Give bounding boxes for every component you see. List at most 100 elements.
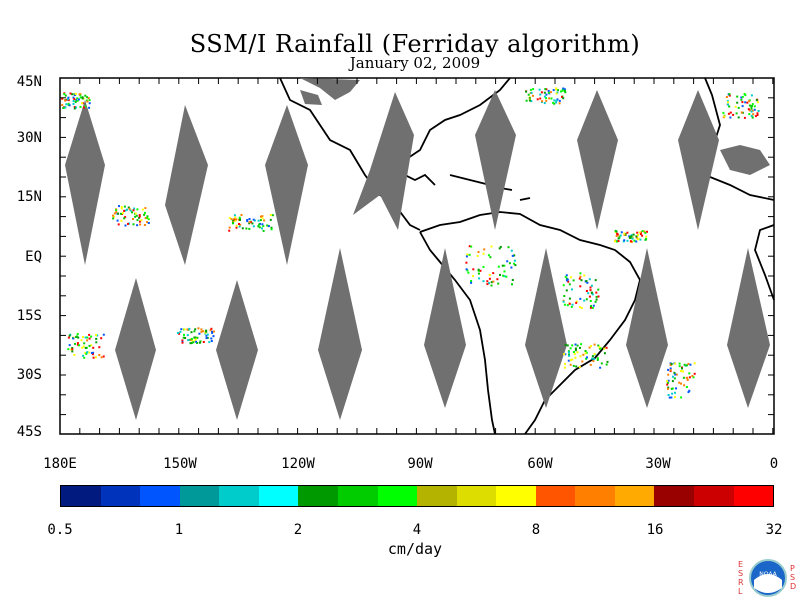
rain-pixel [472, 268, 475, 271]
rain-pixel [558, 102, 561, 105]
rain-pixel [570, 288, 573, 291]
rain-pixel [737, 116, 740, 119]
rain-pixel [671, 380, 674, 383]
rain-pixel [248, 222, 251, 225]
rain-pixel [257, 225, 260, 228]
rain-pixel [635, 240, 638, 243]
rain-pixel [179, 330, 182, 333]
rain-pixel [552, 89, 555, 92]
rain-pixel [555, 92, 558, 95]
rain-pixel [78, 344, 81, 347]
rain-pixel [685, 376, 688, 379]
rain-pixel [539, 93, 542, 96]
colorbar-swatch [535, 486, 576, 506]
rain-pixel [568, 302, 571, 305]
rain-pixel [193, 330, 196, 333]
rain-pixel [238, 217, 241, 220]
rain-pixel [583, 274, 586, 277]
lon-label: 120W [281, 456, 315, 472]
rain-pixel [82, 345, 85, 348]
rain-pixel [592, 360, 595, 363]
rain-pixel [194, 339, 197, 342]
rain-pixel [90, 335, 93, 338]
rain-pixel [86, 336, 89, 339]
rain-pixel [88, 351, 91, 354]
rain-pixel [750, 110, 753, 113]
rain-pixel [72, 337, 75, 340]
rain-pixel [134, 215, 137, 218]
rain-pixel [692, 376, 695, 379]
rain-pixel [670, 396, 673, 399]
rain-pixel [254, 219, 256, 222]
rain-pixel [492, 272, 495, 275]
rain-pixel [565, 289, 568, 292]
rain-pixel [596, 357, 599, 360]
rain-pixel [205, 330, 208, 333]
rain-pixel [674, 362, 677, 365]
rain-pixel [590, 305, 592, 308]
rain-pixel [580, 343, 583, 346]
rain-pixel [645, 235, 648, 238]
rain-pixel [628, 236, 631, 239]
rain-pixel [564, 91, 567, 94]
rain-pixel [88, 99, 91, 102]
rain-pixel [750, 94, 753, 97]
colorbar-swatch [337, 486, 378, 506]
rain-pixel [84, 105, 87, 108]
rain-pixel [181, 339, 184, 342]
rain-pixel [740, 98, 743, 101]
rain-pixel [617, 240, 620, 243]
rain-pixel [497, 282, 500, 285]
rain-pixel [555, 87, 558, 90]
rain-pixel [270, 226, 273, 229]
rain-pixel [747, 108, 750, 111]
rain-pixel [246, 220, 249, 223]
rain-pixel [527, 93, 530, 96]
rain-pixel [528, 97, 531, 100]
rain-pixel [248, 221, 251, 224]
rain-pixel [77, 336, 80, 339]
rain-pixel [194, 328, 197, 331]
rain-pixel [477, 251, 480, 253]
rain-pixel [667, 368, 670, 371]
rain-pixel [258, 226, 261, 229]
rain-pixel [206, 336, 209, 339]
rain-pixel [476, 254, 479, 257]
rain-pixel [675, 373, 678, 376]
rain-pixel [71, 350, 74, 353]
rain-pixel [666, 380, 669, 383]
rain-pixel [95, 337, 98, 340]
rain-pixel [69, 92, 72, 95]
rain-pixel [545, 99, 548, 102]
rain-pixel [581, 360, 584, 363]
rain-pixel [572, 351, 575, 353]
rain-pixel [568, 283, 571, 286]
rain-pixel [94, 356, 97, 359]
rain-pixel [76, 99, 79, 102]
rain-pixel [192, 341, 195, 344]
rain-pixel [183, 333, 185, 336]
rain-pixel [127, 206, 130, 209]
rain-pixel [751, 109, 754, 112]
rain-pixel [262, 229, 265, 232]
rain-pixel [591, 357, 594, 360]
rain-pixel [503, 264, 506, 267]
rain-pixel [212, 330, 215, 333]
rain-pixel [567, 350, 570, 353]
rain-pixel [96, 334, 99, 337]
colorbar-swatch [654, 486, 694, 506]
rain-pixel [70, 348, 73, 351]
rain-pixel [511, 254, 514, 257]
rain-pixel [638, 231, 641, 234]
rain-pixel [76, 333, 79, 335]
rain-pixel [598, 346, 601, 349]
rain-pixel [588, 295, 591, 298]
rain-pixel [728, 94, 731, 97]
rain-pixel [514, 264, 517, 267]
rain-pixel [271, 214, 274, 217]
rain-pixel [754, 115, 757, 118]
rain-pixel [669, 369, 672, 372]
